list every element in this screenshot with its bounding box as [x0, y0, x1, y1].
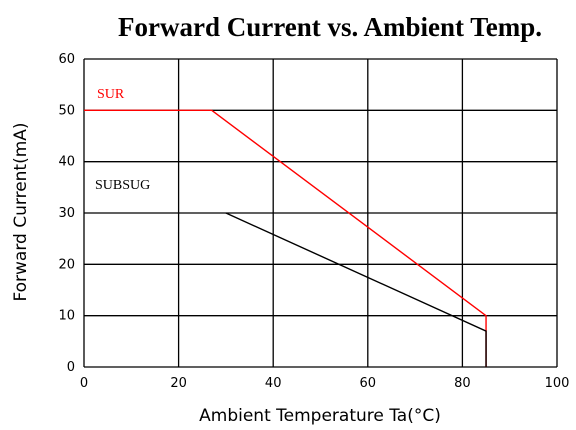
x-axis-label: Ambient Temperature Ta(°C): [199, 406, 441, 426]
y-tick-label: 30: [58, 206, 75, 221]
series-label-sur: SUR: [97, 87, 125, 102]
tick-labels: 0 20 40 60 80 100 0 10 20 30 40 50 60: [58, 52, 569, 391]
y-tick-label: 10: [58, 309, 75, 324]
chart-title: Forward Current vs. Ambient Temp.: [118, 12, 542, 42]
x-tick-label: 100: [545, 376, 570, 391]
series-labels: SUR SUBSUG: [95, 87, 150, 193]
y-tick-label: 0: [67, 360, 75, 375]
x-tick-label: 80: [454, 376, 471, 391]
plot-series: [84, 109, 487, 367]
x-tick-label: 60: [360, 376, 377, 391]
y-tick-label: 50: [58, 103, 75, 118]
y-tick-label: 20: [58, 257, 75, 272]
series-line-subsug: [225, 212, 487, 367]
x-tick-label: 20: [170, 376, 187, 391]
series-line-sur: [84, 109, 487, 367]
series-label-subsug: SUBSUG: [95, 178, 150, 193]
y-tick-label: 40: [58, 155, 75, 170]
x-tick-label: 0: [80, 376, 88, 391]
y-tick-label: 60: [58, 52, 75, 67]
x-tick-label: 40: [265, 376, 282, 391]
y-axis-label: Forward Current(mA): [11, 122, 31, 301]
